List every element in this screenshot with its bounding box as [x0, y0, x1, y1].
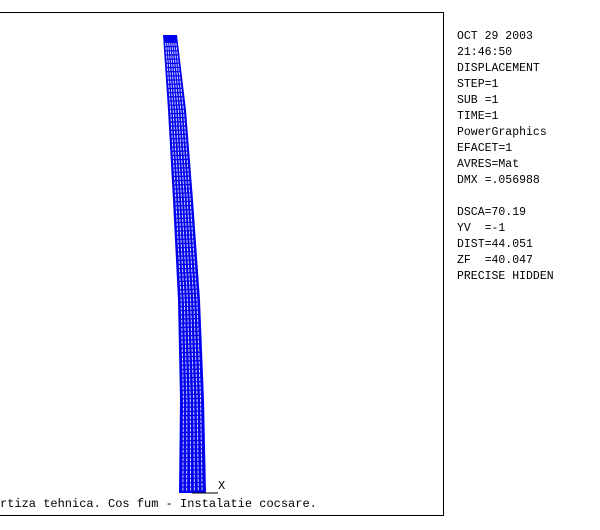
info-line: DSCA=70.19 [457, 206, 527, 219]
info-line [457, 189, 554, 205]
info-line: PowerGraphics [457, 126, 547, 139]
mesh-line [175, 42, 203, 492]
mesh-line [171, 42, 195, 491]
plot-legend-info: OCT 29 2003 21:46:50 DISPLACEMENT STEP=1 SUB… [457, 29, 554, 285]
info-line: OCT 29 2003 [457, 30, 533, 43]
plot-title-caption: rtiza tehnica. Cos fum - Instalatie cocs… [0, 497, 317, 511]
mesh-line [167, 42, 188, 491]
info-line: STEP=1 [457, 78, 499, 91]
info-line: AVRES=Mat [457, 158, 520, 171]
info-line: ZF =40.047 [457, 254, 533, 267]
info-line: DISPLACEMENT [457, 62, 540, 75]
info-line: PRECISE HIDDEN [457, 270, 554, 283]
mesh-line [169, 42, 192, 491]
info-line: YV =-1 [457, 222, 506, 235]
graphics-window-frame [0, 12, 444, 516]
mesh-line [173, 42, 199, 492]
info-line: SUB =1 [457, 94, 499, 107]
mesh-outline [163, 35, 206, 493]
mesh-line [165, 42, 184, 491]
info-line: DIST=44.051 [457, 238, 533, 251]
info-line: TIME=1 [457, 110, 499, 123]
info-line: 21:46:50 [457, 46, 513, 59]
axis-x-label: X [218, 479, 226, 493]
info-line: DMX =.056988 [457, 174, 540, 187]
info-line: EFACET=1 [457, 142, 513, 155]
